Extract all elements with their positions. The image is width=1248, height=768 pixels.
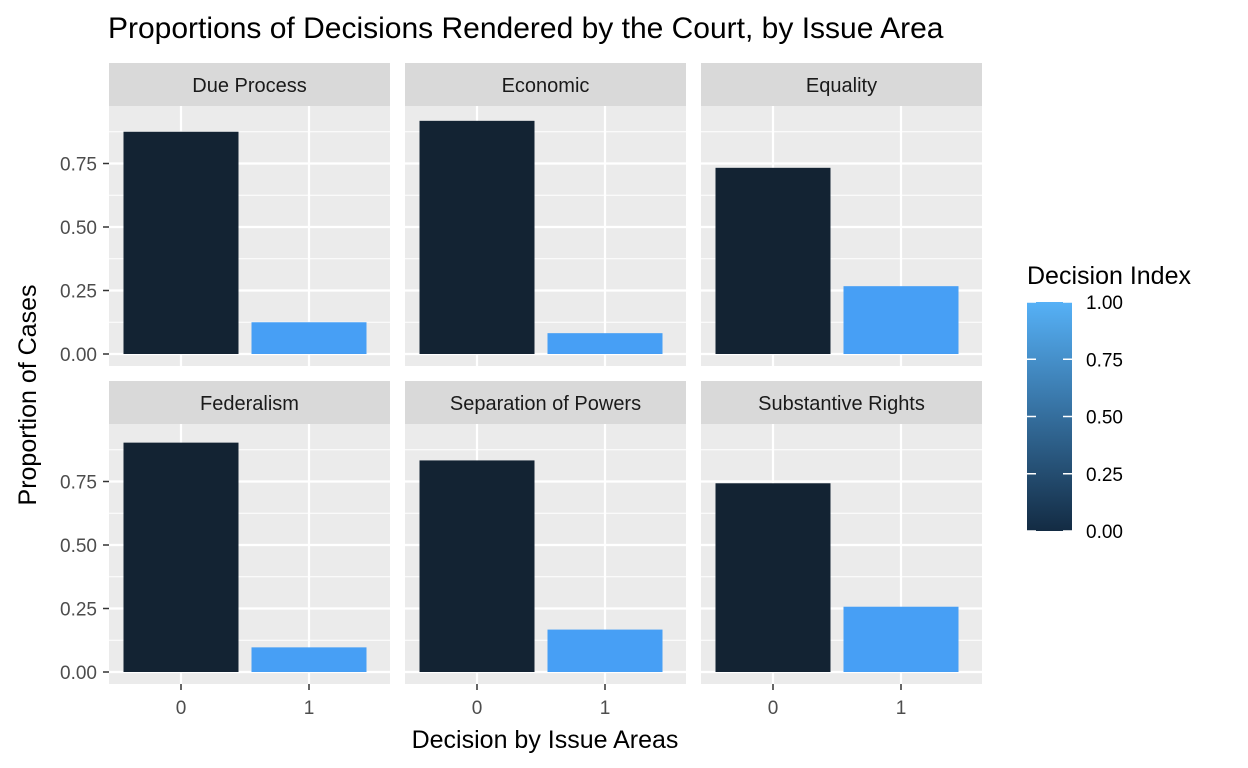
strip-equality (701, 63, 982, 106)
panel-separation-of-powers: Separation of Powers (405, 381, 686, 684)
strip-substantive-rights (701, 381, 982, 424)
strip-label-due-process: Due Process (192, 75, 307, 97)
strip-label-equality: Equality (806, 75, 877, 97)
legend-label: 0.50 (1086, 408, 1123, 429)
strip-label-economic: Economic (502, 75, 590, 97)
bar-substantive-rights-1 (843, 606, 959, 672)
panel-federalism: Federalism (109, 381, 390, 684)
y-tick-label: 0.75 (60, 155, 97, 176)
bar-due-process-0 (123, 131, 239, 354)
legend-label: 1.00 (1086, 293, 1123, 314)
strip-label-substantive-rights: Substantive Rights (758, 393, 925, 415)
legend-label: 0.25 (1086, 465, 1123, 486)
legend-title: Decision Index (1027, 262, 1191, 290)
y-tick-label: 0.00 (60, 345, 97, 366)
strip-economic (405, 63, 686, 106)
axes: 0.00 0.25 0.50 0.75 0.00 0.25 0.50 0.75 0 1 0 1 0 1 (60, 155, 906, 720)
y-tick-label: 0.00 (60, 663, 97, 684)
strip-federalism (109, 381, 390, 424)
bar-economic-1 (547, 333, 663, 354)
bar-due-process-1 (251, 322, 367, 354)
panel-substantive-rights: Substantive Rights (701, 381, 982, 684)
x-tick-label: 1 (600, 698, 611, 719)
y-axis-title: Proportion of Cases (14, 285, 42, 506)
x-tick-label: 0 (176, 698, 187, 719)
chart-title: Proportions of Decisions Rendered by the… (108, 12, 944, 45)
y-tick-label: 0.50 (60, 536, 97, 557)
strip-label-federalism: Federalism (200, 393, 299, 415)
bar-equality-1 (843, 286, 959, 354)
panel-economic: Economic (405, 63, 686, 366)
bar-economic-0 (419, 120, 535, 354)
strip-label-separation-of-powers: Separation of Powers (450, 393, 641, 415)
y-tick-label: 0.75 (60, 473, 97, 494)
x-tick-label: 0 (768, 698, 779, 719)
x-tick-label: 1 (896, 698, 907, 719)
legend: Decision Index 1.00 0.75 0.50 0.25 0.00 (1027, 262, 1191, 543)
bar-separation-of-powers-1 (547, 629, 663, 672)
bar-federalism-0 (123, 442, 239, 672)
x-tick-label: 0 (472, 698, 483, 719)
bar-equality-0 (715, 167, 831, 354)
legend-label: 0.75 (1086, 350, 1123, 371)
y-tick-label: 0.25 (60, 600, 97, 621)
y-tick-label: 0.50 (60, 218, 97, 239)
legend-label: 0.00 (1086, 522, 1123, 543)
strip-due-process (109, 63, 390, 106)
bar-federalism-1 (251, 647, 367, 672)
bar-separation-of-powers-0 (419, 460, 535, 672)
panel-due-process: Due Process (109, 63, 390, 366)
x-axis-title: Decision by Issue Areas (412, 726, 679, 754)
strip-separation-of-powers (405, 381, 686, 424)
bar-substantive-rights-0 (715, 483, 831, 672)
y-tick-label: 0.25 (60, 282, 97, 303)
panel-equality: Equality (701, 63, 982, 366)
facet-panels: Due Process Economic Equality Federalism Sep… (109, 63, 982, 684)
x-tick-label: 1 (304, 698, 315, 719)
